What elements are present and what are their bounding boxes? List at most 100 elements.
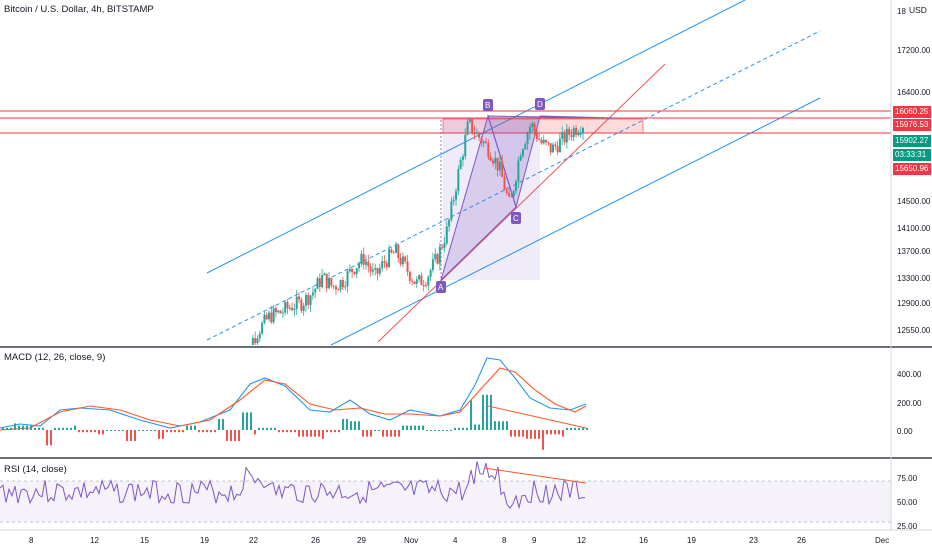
macd-histogram-bar xyxy=(298,430,300,437)
pattern-bcd-triangle xyxy=(487,115,616,209)
candle-body xyxy=(482,141,485,144)
macd-histogram-bar xyxy=(310,430,312,437)
candle-body xyxy=(358,263,361,269)
macd-histogram-bar xyxy=(174,430,176,433)
macd-divergence-line xyxy=(487,405,587,429)
candle-body xyxy=(399,258,402,265)
price-pane[interactable]: A B C D xyxy=(0,0,891,346)
macd-histogram-bar xyxy=(430,430,432,431)
candle-body xyxy=(288,307,291,309)
macd-histogram-bar xyxy=(562,430,564,437)
candle-body xyxy=(508,193,511,197)
channel-median-line xyxy=(206,30,821,341)
macd-histogram-bar xyxy=(414,425,416,430)
candle-body xyxy=(394,245,397,253)
price-tick-label: 13300.00 xyxy=(897,274,931,283)
macd-histogram-bar xyxy=(550,430,552,435)
harmonic-pattern xyxy=(440,114,616,282)
macd-histogram-bar xyxy=(130,430,132,441)
time-tick-label: 8 xyxy=(502,536,507,545)
candle-body xyxy=(406,261,409,272)
macd-histogram-bar xyxy=(474,424,476,430)
pattern-point-badge xyxy=(436,281,446,293)
macd-histogram-bar xyxy=(230,430,232,441)
candle-body xyxy=(314,288,317,293)
candle-body xyxy=(531,123,534,128)
horizontal-levels xyxy=(0,110,891,134)
candle-body xyxy=(251,338,254,345)
candle-body xyxy=(351,268,354,272)
macd-histogram-bar xyxy=(182,430,184,433)
candle-body xyxy=(321,275,324,288)
candle-body xyxy=(496,157,499,171)
macd-histogram-bar xyxy=(38,427,40,430)
macd-histogram-bar xyxy=(442,430,444,431)
macd-histogram-bar xyxy=(150,430,152,431)
macd-histogram-bar xyxy=(214,430,216,433)
macd-histogram-bar xyxy=(270,427,272,430)
candle-body xyxy=(519,155,522,161)
candle-body xyxy=(487,142,490,157)
macd-histogram-bar xyxy=(506,421,508,430)
time-tick-label: 12 xyxy=(90,536,99,545)
candle-body xyxy=(274,308,277,313)
macd-histogram-bar xyxy=(162,430,164,439)
currency-label[interactable]: USD xyxy=(909,5,927,15)
macd-histogram-bar xyxy=(490,394,492,430)
candle-body xyxy=(438,246,441,264)
macd-histogram-bar xyxy=(126,430,128,441)
macd-histogram-bar xyxy=(98,430,100,435)
macd-histogram-bar xyxy=(14,423,16,430)
pattern-point-badge xyxy=(483,99,493,111)
candle-body xyxy=(515,181,518,191)
price-tick-label: 13700.00 xyxy=(897,247,931,256)
candle-body xyxy=(425,285,428,287)
candle-body xyxy=(293,308,296,311)
candle-body xyxy=(328,277,331,289)
candle-body xyxy=(270,312,273,323)
macd-line xyxy=(0,357,587,429)
candle-body xyxy=(503,177,506,190)
rsi-tick-label: 75.00 xyxy=(897,474,918,483)
candle-body xyxy=(337,289,340,291)
macd-histogram-bar xyxy=(222,419,224,430)
signal-line xyxy=(0,367,587,431)
macd-histogram-bar xyxy=(334,430,336,433)
candle-body xyxy=(346,271,349,287)
time-axis[interactable]: 8 12 15 19 22 26 29 Nov 4 8 9 12 16 19 23 26 Dec xyxy=(29,536,889,545)
candles xyxy=(251,116,584,345)
price-tick-label: 14500.00 xyxy=(897,197,931,206)
candle-body xyxy=(443,243,446,248)
macd-histogram-bar xyxy=(510,430,512,437)
trend-channel xyxy=(206,0,821,346)
candle-body xyxy=(348,268,351,272)
candle-body xyxy=(261,322,264,334)
candle-body xyxy=(461,156,464,160)
macd-histogram-bar xyxy=(110,430,112,431)
candle-body xyxy=(281,312,284,314)
candle-body xyxy=(535,131,538,139)
macd-histogram-bar xyxy=(266,427,268,430)
candle-body xyxy=(304,294,307,306)
candle-body xyxy=(450,201,453,220)
candle-body xyxy=(577,133,580,135)
candle-body xyxy=(489,156,492,161)
macd-histogram-bar xyxy=(282,430,284,433)
macd-axis: 400.00 200.00 0.00 xyxy=(897,370,922,436)
macd-histogram-bar xyxy=(74,425,76,430)
macd-histogram-bar xyxy=(342,419,344,430)
macd-histogram-bar xyxy=(526,430,528,439)
candle-body xyxy=(452,199,455,202)
candle-body xyxy=(376,268,379,274)
time-tick-label: 23 xyxy=(749,536,758,545)
macd-histogram-bar xyxy=(78,430,80,433)
candle-body xyxy=(302,305,305,311)
macd-histogram-bar xyxy=(154,430,156,431)
macd-histogram-bar xyxy=(242,412,244,430)
macd-histogram-bar xyxy=(446,430,448,431)
price-axis[interactable]: 18 17200.00 16400.00 14500.00 14100.00 13700.… xyxy=(897,7,931,335)
macd-histogram-bar xyxy=(486,394,488,430)
macd-histogram-bar xyxy=(234,430,236,441)
candle-body xyxy=(316,278,319,289)
